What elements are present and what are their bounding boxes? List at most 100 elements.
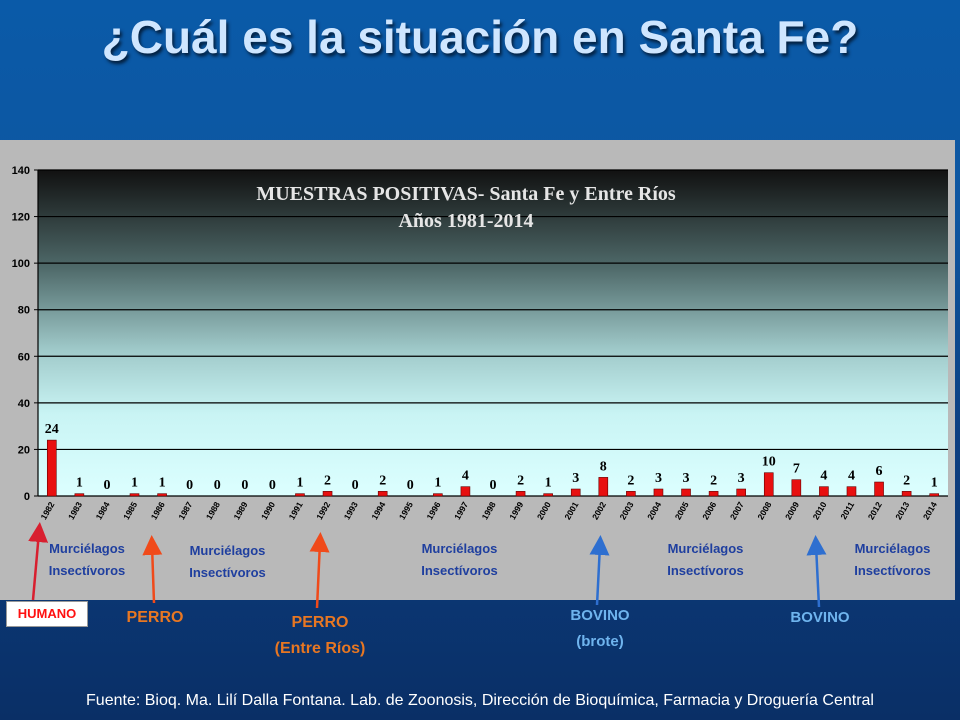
x-tick-label-1984: 1984 [94,500,112,522]
x-tick-label-2007: 2007 [728,500,746,522]
x-tick-label-1997: 1997 [452,500,470,522]
value-label-2010: 4 [820,469,827,484]
chart-title: MUESTRAS POSITIVAS- Santa Fe y Entre Río… [256,183,676,205]
x-tick-label-2008: 2008 [755,500,773,522]
value-label-1992: 2 [324,473,331,488]
bar-2002 [598,477,609,497]
bat-annotation-line1: Murciélagos [49,541,125,556]
x-tick-label-2002: 2002 [590,500,608,522]
value-label-1991: 1 [296,476,303,491]
x-tick-label-1992: 1992 [314,500,332,522]
value-label-1990: 0 [269,478,276,493]
plot-background [38,170,948,496]
x-tick-label-1995: 1995 [397,500,415,522]
value-label-1983: 1 [76,476,83,491]
y-tick-label: 80 [18,305,30,317]
value-label-1999: 2 [517,473,524,488]
x-tick-label-1994: 1994 [369,500,387,522]
bat-annotation-2: Murciélagos Insectívoros [170,540,285,584]
bar-2013 [901,491,912,497]
value-label-1982: 24 [45,422,59,437]
x-tick-label-2009: 2009 [783,500,801,522]
y-tick-label: 60 [18,351,30,363]
value-label-2005: 3 [683,471,690,486]
x-tick-label-2003: 2003 [617,500,635,522]
bar-1991 [295,493,305,497]
bar-2006 [708,491,719,497]
bat-annotation-line2: Insectívoros [48,563,126,578]
x-tick-label-1990: 1990 [259,500,277,522]
bar-2007 [736,488,746,497]
bat-annotation-line2: Insectívoros [854,563,931,578]
value-label-1984: 0 [103,478,110,493]
value-label-1986: 1 [159,476,166,491]
x-tick-label-2013: 2013 [893,500,911,522]
slide-title: ¿Cuál es la situación en Santa Fe? [101,11,859,63]
x-tick-label-2004: 2004 [645,500,663,522]
value-label-2013: 2 [903,473,910,488]
y-tick-label: 140 [12,165,30,177]
bat-annotation-4: Murciélagos Insectívoros [648,538,763,582]
value-label-2001: 3 [572,471,579,486]
bat-annotation-line1: Murciélagos [854,541,931,556]
x-tick-label-1982: 1982 [38,500,56,522]
value-label-2002: 8 [600,459,607,474]
bar-2004 [653,488,664,497]
x-tick-label-2006: 2006 [700,500,718,522]
value-label-1997: 4 [462,469,469,484]
y-tick-label: 20 [18,444,30,456]
value-label-1993: 0 [352,478,359,493]
chart-subtitle: Años 1981-2014 [398,210,533,232]
x-tick-label-2011: 2011 [838,500,856,521]
value-label-1989: 0 [241,478,248,493]
value-label-2008: 10 [762,455,776,470]
x-tick-label-2014: 2014 [921,500,939,522]
x-tick-label-1985: 1985 [121,500,139,522]
x-tick-label-1986: 1986 [149,500,167,522]
y-tick-label: 120 [12,212,30,224]
value-label-1998: 0 [490,478,497,493]
x-tick-label-2012: 2012 [866,500,884,522]
bar-2008 [763,472,774,497]
value-label-1988: 0 [214,478,221,493]
x-tick-label-2000: 2000 [535,500,553,522]
value-label-2014: 1 [931,476,938,491]
bar-2011 [846,486,857,497]
value-label-2004: 3 [655,471,662,486]
x-tick-label-1988: 1988 [204,500,222,522]
bar-2010 [819,486,829,497]
bar-1994 [377,491,388,497]
value-label-2006: 2 [710,473,717,488]
bar-2009 [791,479,802,497]
bovino-brote-line2: (brote) [576,633,624,650]
bat-annotation-line2: Insectívoros [667,563,744,578]
x-tick-label-2010: 2010 [811,500,829,522]
y-tick-label: 0 [24,491,30,503]
bovino-label: BOVINO [790,609,850,626]
perro-entre-rios-line1: PERRO [291,614,349,631]
chart-panel: 0 20 40 60 80 100 120 140 24 1 0 1 1 0 0 0 0 1 2 0 2 0 1 4 0 2 1 3… [0,140,955,600]
value-label-2009: 7 [793,462,800,477]
humano-label: HUMANO [6,601,88,627]
value-label-1985: 1 [131,476,138,491]
bat-annotation-line1: Murciélagos [189,543,266,558]
bat-annotation-5: Murciélagos Insectívoros [835,538,950,582]
bar-1996 [433,493,443,497]
bar-2005 [681,488,691,497]
bat-annotation-line2: Insectívoros [189,565,266,580]
value-label-2007: 3 [738,471,745,486]
bar-2012 [874,481,884,497]
x-tick-label-1998: 1998 [480,500,498,522]
value-label-1987: 0 [186,478,193,493]
x-tick-label-1989: 1989 [231,500,249,522]
bat-annotation-line1: Murciélagos [667,541,744,556]
bar-1999 [515,491,526,497]
bar-1985 [129,493,140,497]
bat-annotation-line1: Murciélagos [421,541,498,556]
bar-1997 [460,486,471,497]
x-tick-label-1999: 1999 [507,500,525,522]
x-tick-label-1996: 1996 [424,500,442,522]
value-label-2000: 1 [545,476,552,491]
bar-1982 [46,439,57,497]
bovino-brote-line1: BOVINO [570,607,630,624]
